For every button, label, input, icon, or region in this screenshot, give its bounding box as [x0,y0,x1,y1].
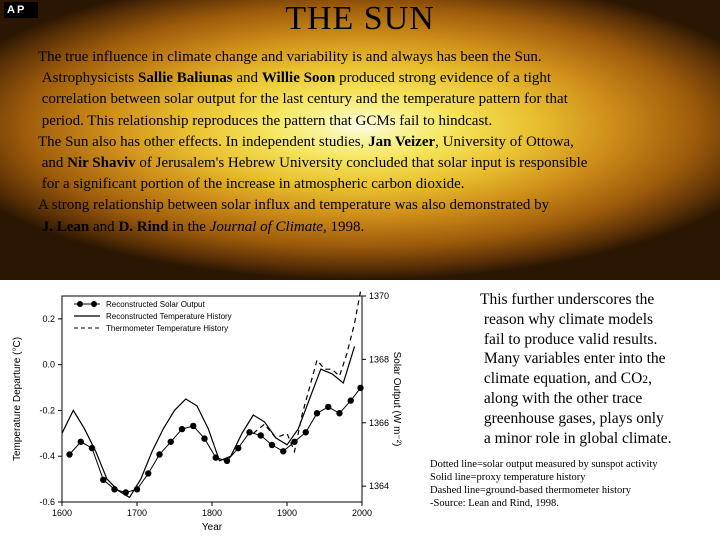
svg-text:0.0: 0.0 [42,360,55,370]
svg-text:Solar Output (W m⁻²): Solar Output (W m⁻²) [391,352,402,447]
person-name: Jan Veizer [368,134,435,150]
main-paragraphs: The true influence in climate change and… [38,48,688,239]
txt: , 1998. [323,219,364,235]
person-name: Sallie Baliunas [138,70,233,86]
svg-text:Year: Year [202,522,223,532]
svg-text:Reconstructed Solar Output: Reconstructed Solar Output [106,300,205,309]
svg-text:1366: 1366 [369,418,389,428]
txt: This further underscores the [480,291,654,308]
svg-text:Thermometer Temperature Histor: Thermometer Temperature History [106,324,228,333]
txt: Many variables enter into the [484,350,666,367]
svg-text:2000: 2000 [352,508,372,518]
svg-text:1800: 1800 [202,508,222,518]
txt: of Jerusalem's Hebrew University conclud… [136,155,588,171]
svg-text:-0.6: -0.6 [39,497,55,507]
para-line: A strong relationship between solar infl… [38,196,688,215]
svg-text:1370: 1370 [369,291,389,301]
svg-text:1700: 1700 [127,508,147,518]
para-line: Astrophysicists Sallie Baliunas and Will… [38,69,688,88]
journal-name: Journal of Climate [210,219,323,235]
caption-line: Dotted line=solar output measured by sun… [430,459,658,470]
para-line: The true influence in climate change and… [38,48,688,67]
caption-line: Dashed line=ground-based thermometer his… [430,485,631,496]
person-name: J. Lean [42,219,90,235]
person-name: Willie Soon [262,70,336,86]
txt: a minor role in global climate. [484,430,672,447]
para-line: period. This relationship reproduces the… [38,112,688,131]
txt: The Sun also has other effects. In indep… [38,134,368,150]
page-title: THE SUN [0,0,720,38]
svg-text:1368: 1368 [369,354,389,364]
chart-caption: Dotted line=solar output measured by sun… [430,458,720,511]
txt: Astrophysicists [42,70,138,86]
lower-region: 1600 1700 1800 1900 2000 Year -0.6 -0.4 -0.2 0.0 0… [0,280,720,540]
caption-line: -Source: Lean and Rind, 1998. [430,498,559,509]
txt: climate equation, and CO [484,370,642,387]
para-line: for a significant portion of the increas… [38,175,688,194]
txt: , [648,370,652,387]
para-line: and Nir Shaviv of Jerusalem's Hebrew Uni… [38,154,688,173]
person-name: Nir Shaviv [67,155,136,171]
txt: produced strong evidence of a tight [335,70,551,86]
svg-text:Temperature Departure (°C): Temperature Departure (°C) [12,337,23,461]
txt: , University of Ottowa, [435,134,574,150]
svg-text:-0.4: -0.4 [39,451,55,461]
txt: and [42,155,67,171]
svg-text:1900: 1900 [277,508,297,518]
para-line: J. Lean and D. Rind in the Journal of Cl… [38,218,688,237]
side-paragraph: This further underscores the reason why … [480,290,710,449]
svg-text:0.2: 0.2 [42,314,55,324]
txt: A strong relationship between solar infl… [38,197,549,213]
svg-text:1600: 1600 [52,508,72,518]
txt: greenhouse gases, plays only [484,410,664,427]
person-name: D. Rind [118,219,168,235]
hero-region: AP THE SUN The true influence in climate… [0,0,720,280]
svg-text:Reconstructed Temperature Hist: Reconstructed Temperature History [106,312,232,321]
txt: and [233,70,262,86]
txt: along with the other trace [484,390,642,407]
svg-text:1364: 1364 [369,481,389,491]
txt: in the [168,219,209,235]
txt: fail to produce valid results. [484,331,657,348]
txt: period. This relationship reproduces the… [42,113,492,129]
txt: for a significant portion of the increas… [42,176,465,192]
caption-line: Solid line=proxy temperature history [430,472,586,483]
svg-text:-0.2: -0.2 [39,405,55,415]
solar-temperature-chart: 1600 1700 1800 1900 2000 Year -0.6 -0.4 -0.2 0.0 0… [6,284,404,532]
para-line: correlation between solar output for the… [38,90,688,109]
txt: The true influence in climate change and… [38,49,542,65]
txt: correlation between solar output for the… [42,91,568,107]
txt: reason why climate models [484,311,653,328]
txt: and [89,219,118,235]
para-line: The Sun also has other effects. In indep… [38,133,688,152]
